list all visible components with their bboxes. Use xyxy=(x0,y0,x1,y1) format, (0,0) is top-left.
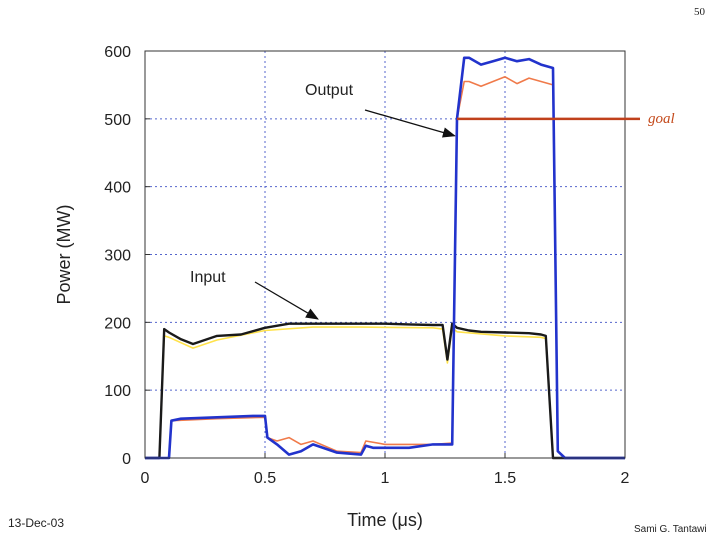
goal-label: goal xyxy=(648,111,675,127)
y-tick-label: 100 xyxy=(104,383,131,400)
y-tick-label: 300 xyxy=(104,248,131,265)
y-tick-label: 0 xyxy=(122,451,131,468)
goal-line-group: goal xyxy=(457,111,675,127)
x-tick-label: 2 xyxy=(621,470,630,487)
x-tick-label: 1 xyxy=(381,470,390,487)
page-number: 50 xyxy=(694,6,705,18)
y-tick-label: 600 xyxy=(104,44,131,61)
footer-date: 13-Dec-03 xyxy=(8,516,65,530)
x-tick-label: 0 xyxy=(141,470,150,487)
y-axis-label: Power (MW) xyxy=(54,205,74,305)
annotation-arrow-output xyxy=(364,109,456,138)
x-axis-label: Time (μs) xyxy=(347,510,423,530)
annotations: Output Input xyxy=(190,82,456,320)
series-line-input xyxy=(145,322,625,460)
grid xyxy=(145,51,625,458)
footer-author: Sami G. Tantawi xyxy=(634,524,707,535)
annotation-input: Input xyxy=(190,269,226,286)
series-line-output xyxy=(145,56,625,460)
x-tick-label: 1.5 xyxy=(494,470,516,487)
tick-labels: 0 0.5 1 1.5 2 0 100 200 300 400 500 600 xyxy=(104,44,629,487)
x-tick-label: 0.5 xyxy=(254,470,276,487)
y-tick-label: 400 xyxy=(104,180,131,197)
y-tick-label: 200 xyxy=(104,315,131,332)
annotation-arrow-input xyxy=(254,281,319,320)
series-line-input-alt xyxy=(145,326,625,459)
series-layer xyxy=(145,56,625,460)
annotation-output: Output xyxy=(305,82,354,99)
y-tick-label: 500 xyxy=(104,112,131,129)
